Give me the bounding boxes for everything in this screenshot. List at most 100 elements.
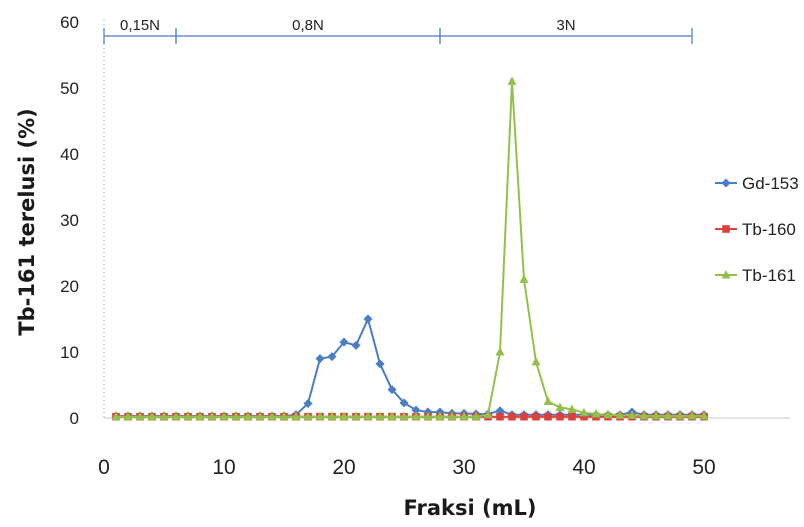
legend-marker [721, 270, 731, 279]
data-point [147, 411, 157, 421]
series-gd-153 [111, 314, 709, 421]
data-point [495, 347, 505, 356]
data-point [663, 411, 673, 420]
data-point [447, 411, 457, 421]
data-point [532, 412, 540, 421]
data-point [399, 398, 409, 408]
data-point [556, 412, 564, 421]
data-point [303, 398, 313, 408]
data-point [159, 411, 169, 421]
legend-marker [721, 178, 731, 188]
data-point [339, 337, 349, 347]
x-axis-title: Fraksi (mL) [404, 496, 537, 520]
x-tick-label: 10 [212, 456, 235, 479]
band-label: 0,15N [120, 17, 160, 34]
data-point [315, 411, 325, 421]
data-point [531, 356, 541, 366]
data-point [327, 411, 337, 421]
data-point [171, 411, 181, 421]
series-tb-161 [111, 76, 709, 421]
x-tick-label: 50 [692, 456, 715, 479]
legend-label: Tb-161 [742, 266, 796, 285]
elution-bands: 0,15N 0,8N 3N [103, 17, 693, 418]
tick-labels: 0 10 20 30 40 50 60 0 10 20 30 40 50 [60, 13, 716, 479]
legend: Gd-153 Tb-160 Tb-161 [715, 174, 799, 285]
data-point [351, 411, 361, 421]
data-point [507, 76, 517, 85]
data-point [399, 411, 409, 421]
data-point [603, 409, 613, 419]
band-label: 0,8N [292, 17, 324, 34]
data-point [219, 411, 229, 421]
data-point [496, 412, 504, 421]
data-point [363, 411, 373, 421]
y-tick-label: 50 [60, 79, 79, 98]
data-point [639, 411, 649, 420]
data-point [687, 411, 697, 420]
data-point [183, 411, 193, 421]
data-point [544, 412, 552, 421]
data-point [543, 396, 553, 405]
data-point [207, 411, 217, 421]
x-tick-label: 30 [452, 456, 475, 479]
y-tick-label: 40 [60, 145, 79, 164]
band-label: 3N [556, 17, 575, 34]
data-point [291, 411, 301, 421]
data-point [508, 412, 516, 421]
y-axis-title: Tb-161 terelusi (%) [15, 108, 39, 336]
data-point [243, 411, 253, 421]
legend-marker [722, 225, 730, 233]
data-point [279, 411, 289, 421]
legend-label: Gd-153 [742, 174, 799, 193]
series-line [116, 81, 704, 418]
y-tick-label: 10 [60, 343, 79, 362]
data-point [339, 411, 349, 421]
data-point [363, 314, 373, 324]
data-point [615, 410, 625, 419]
data-point [471, 411, 481, 421]
legend-label: Tb-160 [742, 220, 796, 239]
data-point [567, 404, 577, 413]
data-point [267, 411, 277, 421]
data-point [387, 411, 397, 421]
data-point [579, 407, 589, 417]
data-point [195, 411, 205, 421]
data-point [351, 340, 361, 350]
data-point [519, 274, 529, 283]
data-point [627, 410, 637, 419]
data-point [520, 412, 528, 421]
data-point [483, 409, 493, 419]
y-tick-label: 20 [60, 277, 79, 296]
data-point [411, 405, 421, 415]
y-tick-label: 0 [70, 409, 79, 428]
series-line [116, 316, 704, 417]
data-point [580, 412, 588, 421]
data-point [435, 411, 445, 421]
series-layer [111, 76, 709, 421]
data-point [303, 411, 313, 421]
data-point [568, 412, 576, 421]
data-point [375, 411, 385, 421]
y-tick-label: 60 [60, 13, 79, 32]
data-point [375, 359, 385, 369]
data-point [591, 409, 601, 418]
data-point [327, 352, 337, 362]
data-point [315, 354, 325, 364]
data-point [555, 402, 565, 411]
data-point [411, 411, 421, 421]
x-tick-label: 0 [98, 456, 110, 479]
data-point [123, 411, 133, 421]
x-tick-label: 20 [332, 456, 355, 479]
data-point [387, 385, 397, 395]
data-point [423, 411, 433, 421]
data-point [675, 411, 685, 420]
data-point [135, 411, 145, 421]
data-point [111, 411, 121, 421]
x-tick-label: 40 [572, 456, 595, 479]
data-point [459, 411, 469, 421]
data-point [255, 411, 265, 421]
data-point [651, 411, 661, 420]
data-point [699, 411, 709, 420]
